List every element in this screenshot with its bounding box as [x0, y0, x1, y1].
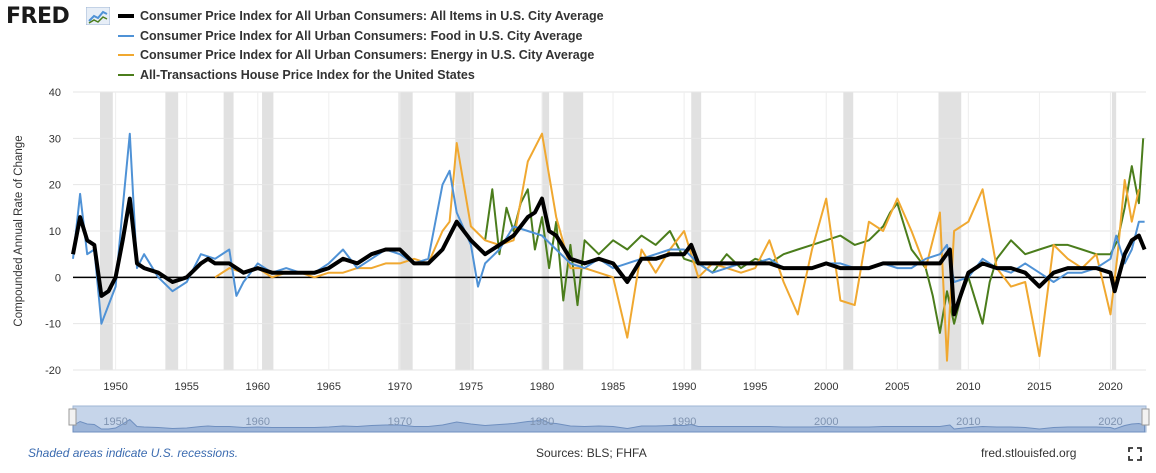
legend-swatch — [118, 14, 134, 18]
x-tick-label: 1950 — [103, 381, 127, 393]
series-line-0 — [71, 196, 1147, 317]
sources-text: Sources: BLS; FHFA — [536, 446, 647, 460]
navigator-area — [72, 418, 1146, 433]
series-line-2 — [214, 132, 1140, 362]
x-tick-label: 2000 — [814, 381, 838, 393]
y-axis-label: Compounded Annual Rate of Change — [13, 135, 25, 326]
y-tick-label: 30 — [49, 133, 61, 145]
y-tick-label: -10 — [45, 319, 61, 331]
navigator-label: 2010 — [956, 416, 980, 428]
series-line-1 — [72, 132, 1145, 325]
series-line-3 — [484, 138, 1145, 334]
x-tick-label: 1990 — [672, 381, 696, 393]
y-tick-label: 0 — [55, 272, 61, 284]
x-tick-label: 1955 — [174, 381, 198, 393]
line-chart[interactable]: -20 -10 0 10 20 30 40 1950 1955 1960 1965 1970 1975 1… — [0, 80, 1156, 400]
x-tick-label: 2005 — [885, 381, 909, 393]
navigator-label: 1990 — [672, 416, 696, 428]
y-tick-label: 10 — [49, 226, 61, 238]
navigator-handle-left[interactable] — [68, 408, 77, 426]
x-tick-label: 1960 — [246, 381, 270, 393]
x-tick-label: 1970 — [388, 381, 412, 393]
x-tick-label: 1965 — [317, 381, 341, 393]
y-tick-label: 20 — [49, 180, 61, 192]
navigator-label: 1980 — [530, 416, 554, 428]
fred-logo[interactable]: FRED — [6, 4, 70, 29]
line-chart-icon — [86, 7, 110, 25]
fullscreen-icon[interactable] — [1128, 447, 1142, 461]
navigator-label: 1960 — [246, 416, 270, 428]
x-tick-label: 1975 — [459, 381, 483, 393]
navigator-label: 2020 — [1098, 416, 1122, 428]
recession-note: Shaded areas indicate U.S. recessions. — [28, 446, 239, 460]
navigator-label: 1950 — [103, 416, 127, 428]
legend-label: All-Transactions House Price Index for t… — [140, 67, 475, 82]
site-link[interactable]: fred.stlouisfed.org — [981, 446, 1077, 460]
legend-label: Consumer Price Index for All Urban Consu… — [140, 9, 604, 23]
legend-swatch — [118, 73, 134, 76]
legend-swatch — [118, 34, 134, 37]
legend-swatch — [118, 54, 134, 56]
x-tick-label: 1980 — [530, 381, 554, 393]
navigator-label: 2000 — [814, 416, 838, 428]
x-tick-label: 2015 — [1027, 381, 1051, 393]
x-tick-label: 1985 — [601, 381, 625, 393]
chart-header: FRED Consumer Price Index for All Urban … — [0, 0, 1156, 82]
x-tick-label: 2010 — [956, 381, 980, 393]
legend-label: Consumer Price Index for All Urban Consu… — [140, 48, 595, 62]
x-tick-label: 2020 — [1098, 381, 1122, 393]
navigator-handle-right[interactable] — [1141, 408, 1150, 426]
y-tick-label: 40 — [49, 87, 61, 99]
x-tick-label: 1995 — [743, 381, 767, 393]
legend-label: Consumer Price Index for All Urban Consu… — [140, 28, 583, 43]
y-tick-label: -20 — [45, 365, 61, 377]
range-navigator[interactable]: 1950 1960 1970 1980 1990 2000 2010 2020 — [0, 404, 1156, 434]
navigator-label: 1970 — [388, 416, 412, 428]
